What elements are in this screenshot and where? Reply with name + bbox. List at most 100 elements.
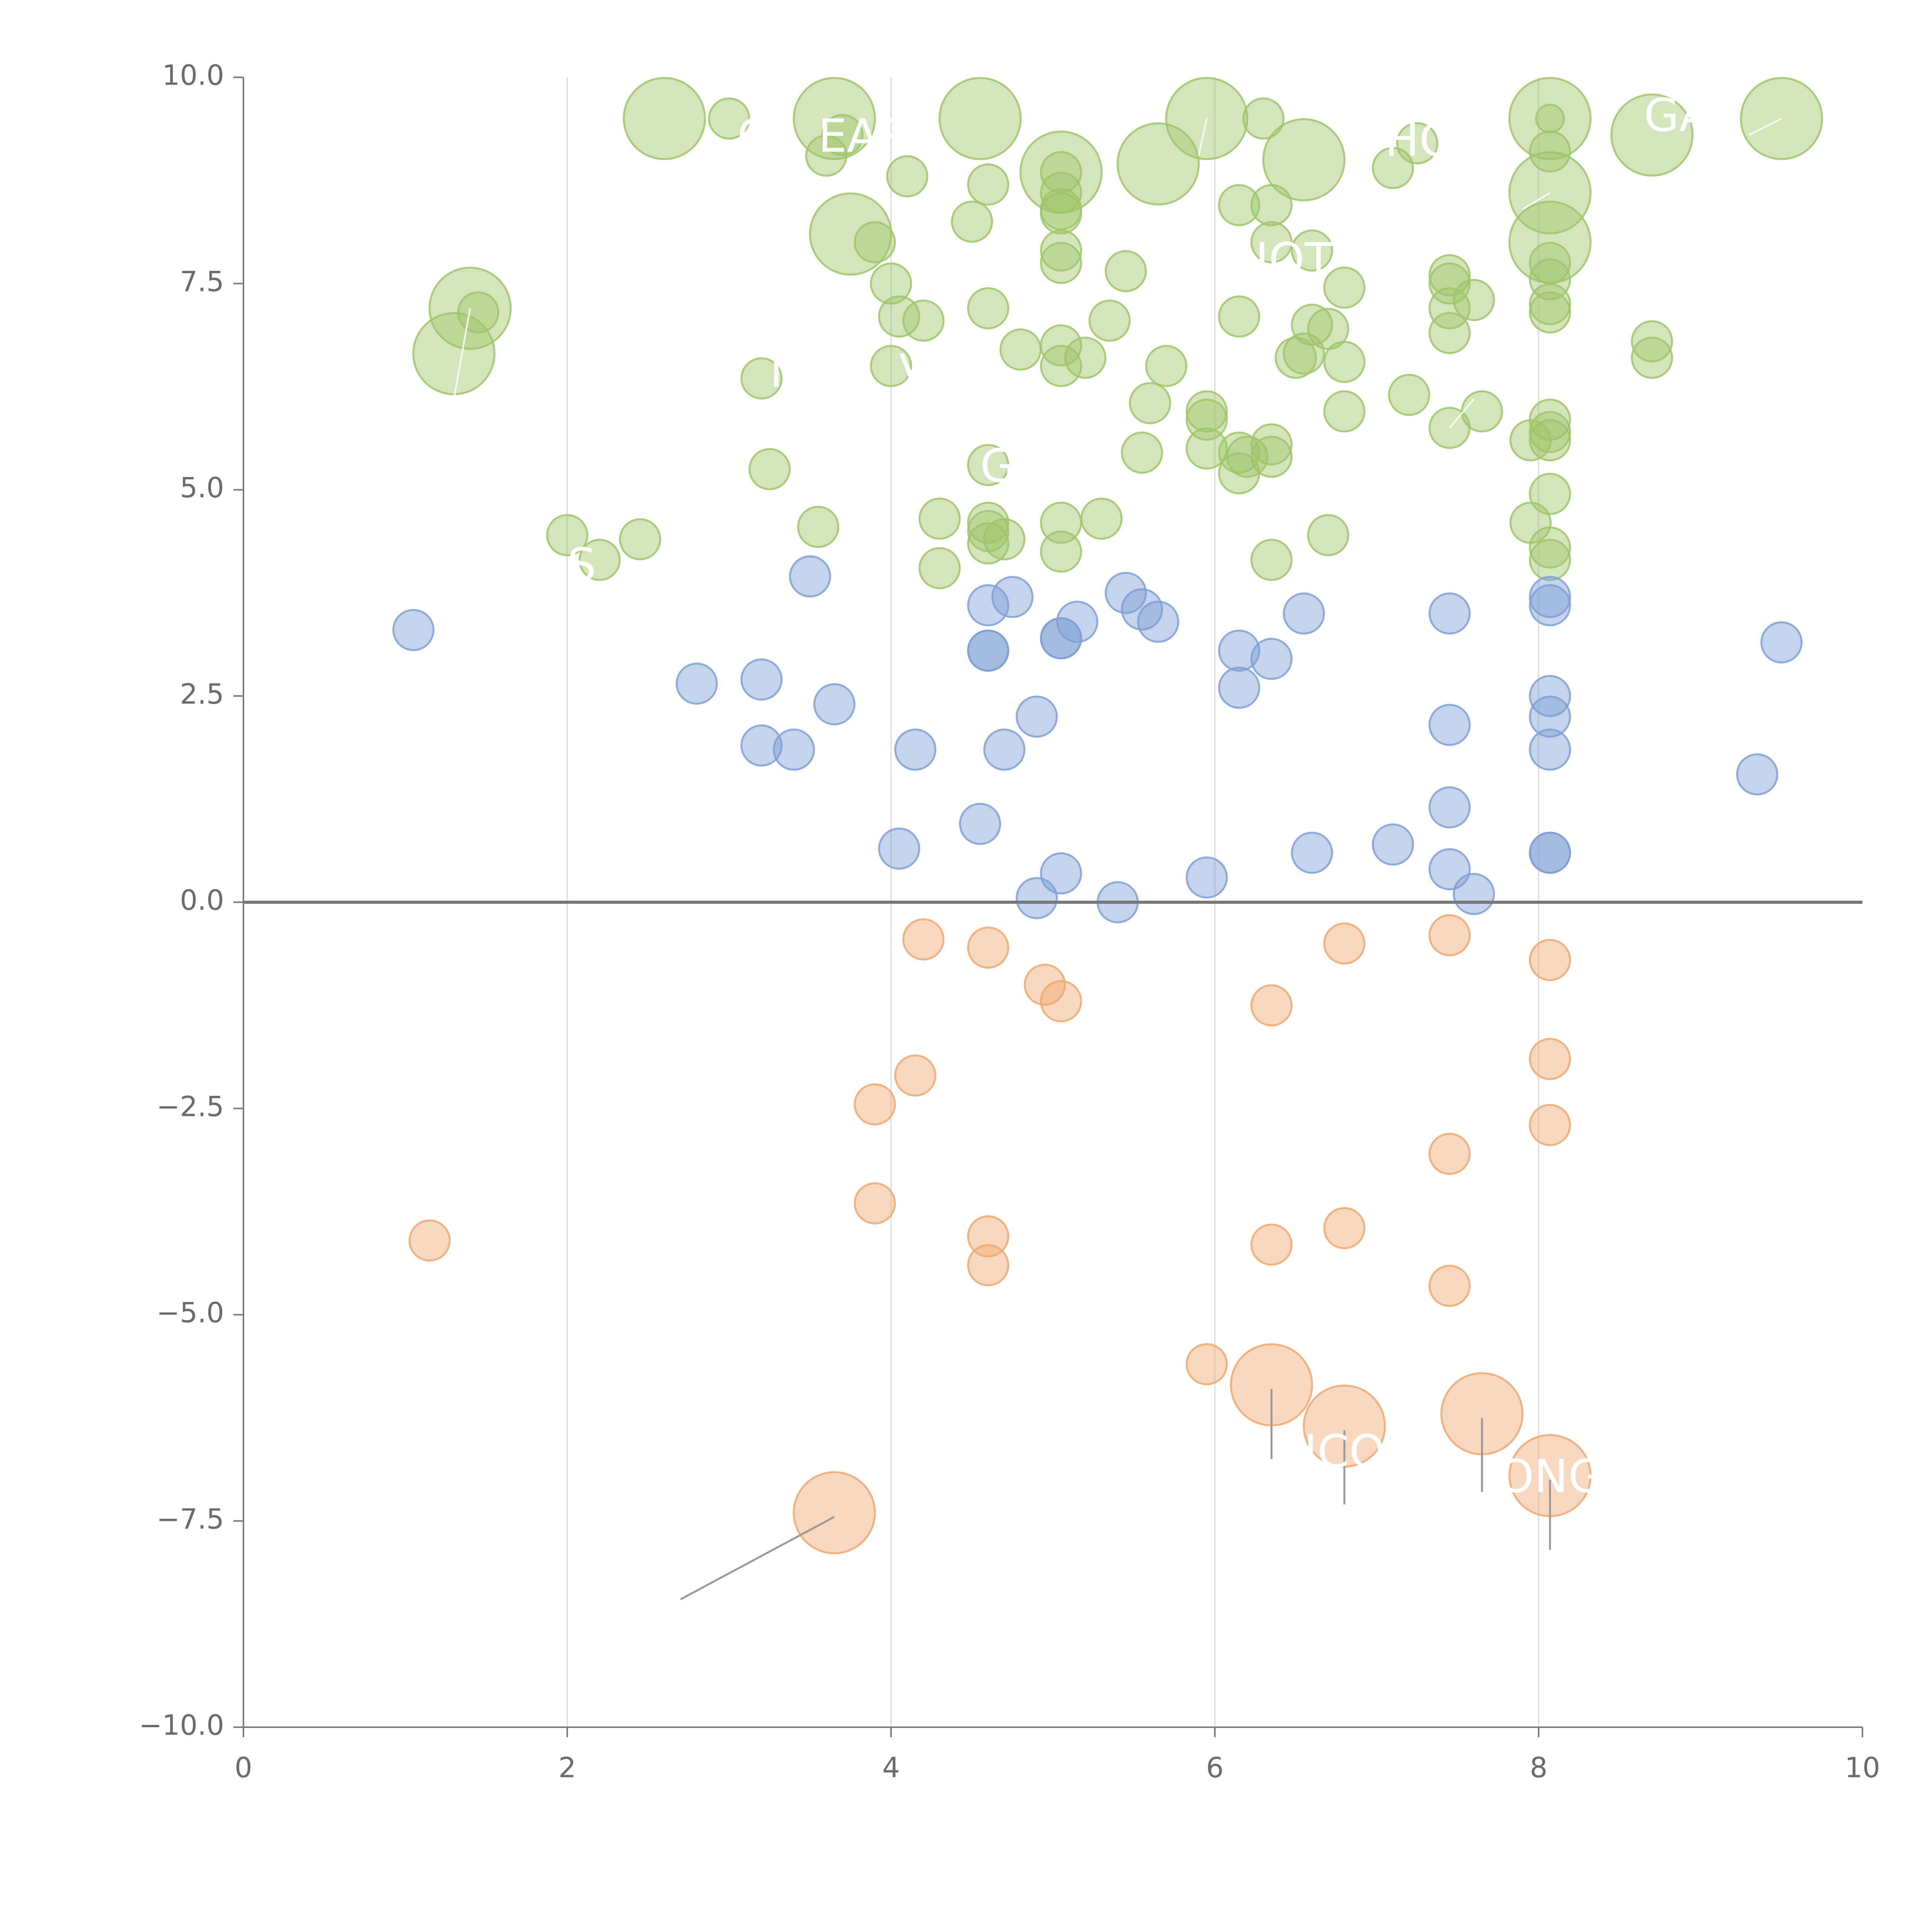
data-point xyxy=(578,539,621,581)
data-point xyxy=(983,518,1026,561)
data-point xyxy=(1529,584,1571,626)
data-point xyxy=(886,155,929,197)
data-point xyxy=(1760,621,1803,663)
data-point xyxy=(1529,291,1571,333)
data-point xyxy=(546,514,588,556)
data-point xyxy=(1429,1133,1471,1175)
data-point xyxy=(918,547,961,589)
data-point xyxy=(1736,753,1779,796)
data-point xyxy=(1529,696,1571,738)
data-point xyxy=(789,555,831,598)
x-tick-label: 6 xyxy=(1206,1752,1224,1784)
data-point xyxy=(967,1244,1009,1286)
data-point xyxy=(967,287,1009,330)
data-point xyxy=(1185,398,1228,441)
data-point xyxy=(902,918,945,961)
data-point xyxy=(1529,1038,1571,1080)
data-point xyxy=(1040,192,1082,235)
data-points xyxy=(392,77,1823,1554)
point-label: I xyxy=(770,344,783,398)
data-point xyxy=(1262,118,1345,201)
point-label: GA xyxy=(1644,88,1710,142)
data-point xyxy=(1185,856,1228,899)
data-point xyxy=(991,576,1034,618)
data-point xyxy=(748,448,791,490)
data-point xyxy=(1529,832,1571,874)
data-point xyxy=(1535,104,1565,134)
x-tick-label: 4 xyxy=(882,1752,900,1784)
data-point xyxy=(1282,592,1325,635)
data-point xyxy=(1105,250,1147,293)
data-point xyxy=(1429,704,1471,746)
data-point xyxy=(1529,242,1571,284)
leader-line xyxy=(906,366,940,408)
data-point xyxy=(1529,939,1571,981)
data-point xyxy=(1631,337,1673,379)
leader-line xyxy=(1198,118,1208,156)
data-point xyxy=(1291,832,1333,874)
data-point xyxy=(1250,539,1293,581)
data-point xyxy=(813,683,855,726)
point-label: IOT xyxy=(1255,233,1333,286)
data-point xyxy=(854,1083,896,1126)
data-point xyxy=(1015,696,1058,738)
data-point xyxy=(1218,452,1260,495)
data-point xyxy=(1429,914,1471,956)
y-tick-label: 10.0 xyxy=(162,59,224,92)
x-tick-label: 0 xyxy=(235,1752,252,1784)
y-tick-label: 5.0 xyxy=(180,471,224,504)
data-point xyxy=(967,444,1009,486)
data-point xyxy=(1064,337,1107,379)
data-point xyxy=(1250,423,1293,466)
data-point xyxy=(1242,97,1285,140)
data-point xyxy=(773,728,815,771)
data-point xyxy=(854,221,896,264)
data-point xyxy=(1218,629,1260,672)
data-point xyxy=(1015,877,1058,919)
data-point xyxy=(1088,299,1131,342)
data-point xyxy=(1024,964,1066,1006)
point-label: ONG xyxy=(1498,1450,1604,1503)
data-point xyxy=(999,328,1042,371)
data-point xyxy=(894,728,937,771)
data-point xyxy=(870,262,912,305)
data-point xyxy=(708,97,750,140)
data-point xyxy=(392,609,435,651)
data-point xyxy=(1429,592,1471,635)
y-tick-label: 2.5 xyxy=(180,678,224,710)
point-label: V xyxy=(899,344,930,398)
x-tick-label: 8 xyxy=(1530,1752,1548,1784)
leader-line xyxy=(680,1516,835,1600)
data-point xyxy=(1105,571,1147,614)
data-point xyxy=(740,658,783,701)
axes: 10.0 7.5 5.0 2.5 0.0 −2.5 −5.0 −7.5 −10.0 0 2 4 6 8 10 xyxy=(139,59,1880,1784)
data-point xyxy=(967,584,1009,626)
point-label: C xyxy=(737,109,769,162)
data-point xyxy=(821,114,864,156)
data-point xyxy=(809,192,892,276)
data-point xyxy=(1429,262,1471,305)
data-point xyxy=(1040,617,1082,660)
y-tick-label: 0.0 xyxy=(180,884,224,917)
data-point xyxy=(1291,229,1333,272)
data-point xyxy=(1529,1104,1571,1146)
data-point xyxy=(1529,258,1571,301)
leader-line xyxy=(1449,398,1475,429)
data-point xyxy=(959,803,1001,845)
data-point xyxy=(870,345,912,387)
data-point xyxy=(967,629,1009,672)
data-point xyxy=(1275,337,1317,379)
data-point xyxy=(1610,93,1694,177)
y-tick-label: −2.5 xyxy=(156,1090,224,1122)
leader-line xyxy=(1522,192,1551,210)
data-point xyxy=(1429,287,1471,330)
data-point xyxy=(967,522,1009,565)
y-tick-label: −7.5 xyxy=(156,1503,224,1535)
data-point xyxy=(1452,279,1495,321)
data-point xyxy=(740,357,783,400)
data-point xyxy=(902,299,945,342)
data-point xyxy=(1388,374,1430,416)
data-point xyxy=(793,1471,876,1554)
data-point xyxy=(622,77,706,160)
